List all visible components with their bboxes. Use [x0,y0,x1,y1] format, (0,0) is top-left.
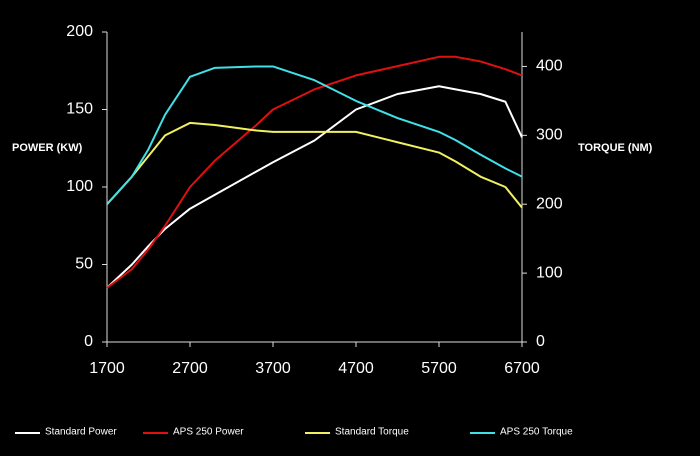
x-tick-label: 3700 [255,360,291,377]
x-tick-label: 6700 [504,360,540,377]
x-tick-label: 1700 [89,360,125,377]
series-line [106,121,523,209]
y-tick-label: 200 [66,23,93,40]
legend-label: APS 250 Power [173,427,244,438]
legend-label: Standard Torque [335,427,409,438]
series-line [106,65,523,205]
y-tick-label: 0 [84,333,93,350]
x-tick-label: 5700 [421,360,457,377]
y2-axis-label: TORQUE (NM) [578,142,653,154]
y2-tick-label: 0 [536,333,545,350]
x-tick-label: 2700 [172,360,208,377]
y2-tick-label: 300 [536,127,563,144]
y-axis-label: POWER (KW) [12,142,83,154]
legend-label: Standard Power [45,427,117,438]
y2-tick-label: 400 [536,58,563,75]
y2-tick-label: 100 [536,264,563,281]
y-tick-label: 50 [75,256,93,273]
y-tick-label: 150 [66,101,93,118]
x-tick-label: 4700 [338,360,374,377]
legend-label: APS 250 Torque [500,427,573,438]
series-line [106,55,523,289]
y-tick-label: 100 [66,178,93,195]
y2-tick-label: 200 [536,195,563,212]
